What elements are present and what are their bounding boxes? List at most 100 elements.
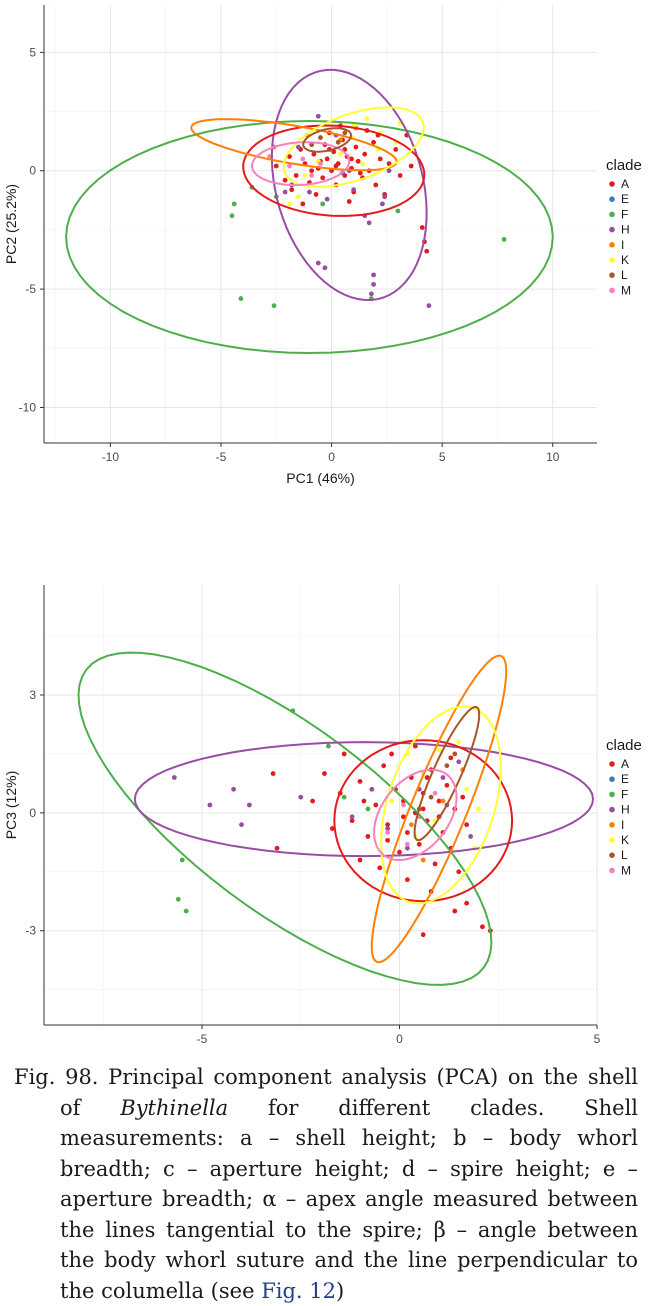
confidence-ellipse-i bbox=[190, 118, 398, 172]
data-point-clade-h bbox=[369, 786, 375, 792]
data-point-clade-a bbox=[389, 751, 394, 757]
data-point-clade-a bbox=[381, 763, 387, 769]
x-tick-label: 0 bbox=[328, 450, 335, 464]
data-point-clade-a bbox=[274, 845, 280, 851]
data-point-clade-h bbox=[298, 794, 304, 800]
data-point-clade-l bbox=[452, 751, 458, 757]
y-tick-label: 5 bbox=[29, 45, 36, 59]
data-point-clade-a bbox=[371, 139, 376, 145]
data-point-clade-a bbox=[341, 751, 347, 757]
data-point-clade-m bbox=[401, 802, 406, 808]
data-point-clade-f bbox=[501, 236, 507, 242]
legend-key-l bbox=[609, 272, 615, 279]
data-point-clade-f bbox=[271, 303, 277, 309]
data-point-clade-k bbox=[436, 747, 442, 753]
confidence-ellipse-k bbox=[282, 106, 425, 188]
data-point-clade-a bbox=[313, 192, 319, 197]
data-point-clade-h bbox=[239, 822, 244, 828]
data-point-clade-a bbox=[322, 771, 327, 776]
data-point-clade-a bbox=[333, 163, 339, 169]
confidence-ellipse-k bbox=[380, 705, 502, 905]
legend-label-f: F bbox=[621, 787, 628, 801]
data-point-clade-a bbox=[377, 156, 383, 162]
data-point-clade-f bbox=[365, 806, 371, 812]
data-point-clade-a bbox=[480, 924, 485, 930]
data-point-clade-a bbox=[293, 173, 299, 178]
legend-label-l: L bbox=[621, 848, 628, 862]
y-tick-label: -3 bbox=[25, 924, 36, 938]
data-point-clade-a bbox=[273, 163, 279, 169]
y-tick-label: 0 bbox=[29, 806, 36, 820]
data-point-clade-h bbox=[426, 303, 432, 309]
data-point-clade-a bbox=[397, 849, 402, 855]
data-point-clade-h bbox=[380, 201, 385, 207]
data-point-clade-a bbox=[357, 170, 363, 176]
data-point-clade-a bbox=[456, 869, 462, 875]
confidence-ellipse-h bbox=[133, 741, 595, 858]
data-point-clade-h bbox=[366, 220, 372, 226]
legend-title: clade bbox=[606, 157, 642, 174]
y-axis-title: PC3 (12%) bbox=[3, 771, 19, 839]
data-point-clade-k bbox=[364, 116, 370, 122]
data-point-clade-f bbox=[326, 743, 331, 749]
data-point-clade-l bbox=[335, 139, 341, 145]
data-point-clade-m bbox=[309, 173, 315, 178]
y-tick-label: -5 bbox=[25, 282, 36, 296]
data-point-clade-h bbox=[385, 826, 391, 831]
data-point-clade-a bbox=[309, 168, 315, 174]
data-point-clade-a bbox=[287, 154, 292, 159]
data-point-clade-i bbox=[420, 857, 426, 863]
data-point-clade-a bbox=[408, 163, 414, 169]
y-axis-title: PC2 (25.2%) bbox=[3, 184, 19, 264]
caption-text-end: ) bbox=[336, 1278, 345, 1303]
data-point-clade-a bbox=[397, 173, 403, 178]
data-point-clade-a bbox=[452, 908, 458, 914]
legend-key-f bbox=[609, 211, 615, 218]
x-tick-label: -10 bbox=[102, 450, 120, 464]
legend-key-e bbox=[609, 196, 615, 202]
y-tick-label: 0 bbox=[29, 164, 36, 178]
data-point-clade-h bbox=[440, 775, 446, 780]
confidence-ellipse-a bbox=[242, 124, 426, 217]
data-point-clade-f bbox=[238, 296, 244, 301]
data-point-clade-a bbox=[432, 861, 438, 867]
data-point-clade-a bbox=[289, 187, 295, 193]
data-point-clade-a bbox=[357, 857, 363, 863]
confidence-ellipse-m bbox=[250, 141, 351, 187]
data-point-clade-h bbox=[315, 113, 321, 119]
data-point-clade-a bbox=[355, 158, 361, 164]
legend-label-h: H bbox=[621, 803, 630, 817]
data-point-clade-h bbox=[324, 196, 330, 202]
data-point-clade-a bbox=[436, 798, 442, 804]
data-point-clade-a bbox=[324, 156, 330, 162]
data-point-clade-m bbox=[385, 830, 391, 835]
data-point-clade-f bbox=[179, 857, 185, 863]
data-point-clade-h bbox=[231, 786, 237, 792]
caption-text-start: Fig. 98. Principal component analysis (P… bbox=[14, 1065, 638, 1120]
data-point-clade-a bbox=[353, 144, 359, 150]
data-point-clade-f bbox=[231, 201, 237, 207]
data-point-clade-a bbox=[385, 822, 391, 828]
data-point-clade-k bbox=[389, 798, 394, 804]
legend-key-e bbox=[609, 776, 615, 782]
y-tick-label: 3 bbox=[29, 688, 36, 702]
data-point-clade-a bbox=[386, 161, 392, 167]
data-point-clade-h bbox=[405, 845, 410, 851]
data-point-clade-a bbox=[420, 806, 426, 812]
data-point-clade-a bbox=[282, 177, 288, 183]
data-point-clade-a bbox=[412, 743, 418, 749]
data-point-clade-k bbox=[456, 739, 462, 745]
legend-label-k: K bbox=[621, 833, 629, 847]
confidence-ellipse-l bbox=[413, 705, 481, 842]
data-point-clade-h bbox=[351, 187, 357, 193]
data-point-clade-a bbox=[460, 794, 466, 800]
x-tick-label: -5 bbox=[197, 1032, 208, 1046]
legend-label-i: I bbox=[621, 818, 624, 832]
legend-label-a: A bbox=[621, 757, 629, 771]
legend-key-a bbox=[609, 181, 615, 187]
data-point-clade-h bbox=[456, 759, 462, 765]
confidence-ellipse-i bbox=[370, 654, 508, 964]
legend-label-m: M bbox=[621, 863, 631, 877]
data-point-clade-f bbox=[341, 794, 347, 800]
